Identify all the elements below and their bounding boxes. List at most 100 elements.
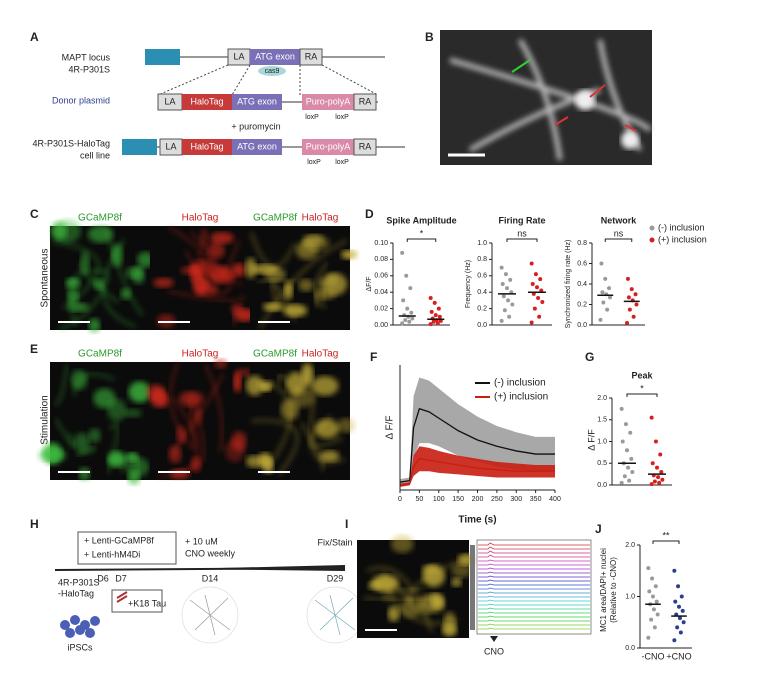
dot [672,638,677,643]
dot [680,608,685,613]
dot [529,261,534,266]
bracket [406,238,437,242]
dot [626,295,631,300]
dot [655,465,659,470]
x-tick-label: 350 [530,496,542,503]
panel-letter: I [345,517,348,531]
label: + 10 uM [185,536,218,546]
cell [430,593,444,609]
neurite [300,422,325,471]
box [232,139,282,155]
cell [214,358,228,369]
neurite [314,278,326,307]
dot [502,308,507,313]
x-tick-label: 0 [398,496,402,503]
dot [625,276,630,281]
dot [649,415,654,420]
dot [653,439,658,444]
dot [437,314,442,319]
dot [675,625,680,630]
side-label: Stimulation [40,395,51,444]
neurite [54,363,69,405]
cell [50,221,68,241]
dot [634,302,639,307]
y-tick-label: 0.08 [374,256,388,263]
y-label: ΔF/F [366,276,373,291]
micrograph [357,535,475,638]
dot [607,286,612,291]
label: + Lenti-hM4Di [84,549,140,559]
dot [607,295,612,300]
y-tick-label: 0.0 [625,645,635,652]
cell [314,419,340,439]
chart-title: Firing Rate [498,215,545,225]
cell [371,574,399,593]
neurite [104,228,144,317]
dot [405,306,410,311]
dot [678,630,683,635]
label: RA [359,96,372,106]
cell [311,376,339,396]
cell [319,450,340,462]
cell [441,623,458,637]
legend-label: (-) inclusion [658,222,705,232]
dot [506,298,511,303]
dot [407,319,412,324]
label: 4R-P301S [58,577,100,587]
dot [535,285,539,290]
y-tick-label: 0.2 [477,305,487,312]
dot [435,321,440,326]
chart-title: Peak [631,370,653,380]
cell [284,281,293,300]
label: +K18 Tau [128,598,166,608]
dot [505,286,509,291]
dot [658,452,663,457]
dot [649,617,654,622]
dot [626,465,631,470]
dot [625,448,629,453]
cell [180,266,205,275]
dot [536,295,541,300]
trace [478,599,590,602]
y-tick-label: 0.4 [477,289,487,296]
trace [478,550,590,554]
marker [490,636,498,642]
dot [625,320,630,325]
dot [432,300,437,305]
y-label: Synchronized firing rate (Hz) [565,240,572,329]
panel-letter: B [425,30,434,44]
chart-title: Spike Amplitude [386,215,456,225]
label: cas9 [265,68,280,75]
cell [326,274,338,287]
trace-frame [476,539,592,635]
dot [679,594,684,599]
dot [677,616,682,621]
legend-label: (-) inclusion [494,378,546,389]
label: cell line [80,150,110,160]
y-label: (Relative to -CNO) [609,557,618,623]
box [232,94,282,110]
y-tick-label: 1.0 [597,438,607,445]
dot [436,306,441,311]
neurite [167,289,245,303]
micrograph [146,358,252,480]
cell [231,262,246,278]
channel: GCaMP8f [78,349,122,360]
neurite [363,591,437,601]
dot [652,625,657,630]
legend-dot [649,237,655,243]
dot [400,321,405,326]
x-label: Time (s) [458,515,496,526]
dot [508,277,513,282]
dot [672,568,677,573]
y-tick-label: 0.8 [577,240,587,247]
error-band [400,377,555,486]
cell [231,431,247,452]
y-tick-label: 2.0 [625,542,635,549]
y-tick-label: 1.0 [625,593,635,600]
label: + puromycin [231,121,280,131]
label: RA [305,51,318,61]
dot [620,439,625,444]
trace [478,611,590,614]
cell [107,398,127,422]
